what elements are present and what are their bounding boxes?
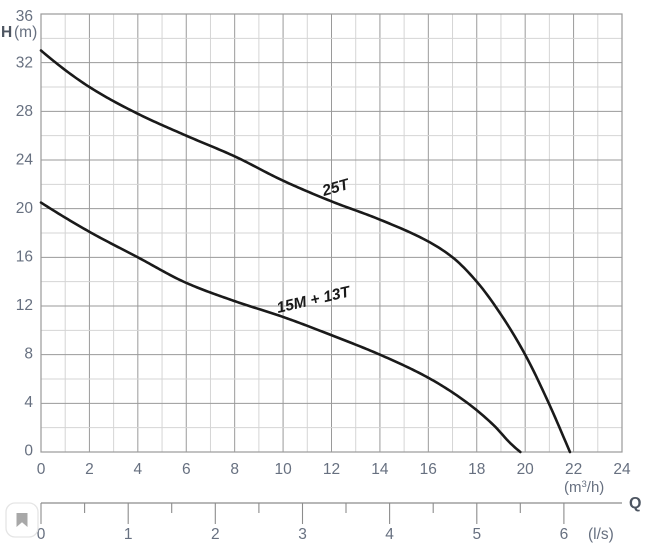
svg-text:(m3/h): (m3/h): [564, 479, 604, 497]
svg-text:16: 16: [16, 249, 33, 266]
svg-text:24: 24: [613, 461, 631, 478]
svg-text:Q: Q: [629, 495, 641, 512]
svg-text:2: 2: [211, 526, 220, 543]
svg-text:28: 28: [16, 103, 33, 120]
svg-text:16: 16: [420, 461, 437, 478]
svg-text:(l/s): (l/s): [588, 526, 614, 543]
svg-text:24: 24: [16, 152, 34, 169]
svg-text:8: 8: [24, 346, 33, 363]
svg-text:22: 22: [565, 461, 582, 478]
svg-text:3: 3: [298, 526, 307, 543]
svg-text:2: 2: [85, 461, 94, 478]
svg-text:6: 6: [560, 526, 569, 543]
svg-text:0: 0: [24, 443, 33, 460]
svg-text:18: 18: [468, 461, 485, 478]
svg-text:36: 36: [16, 8, 33, 25]
svg-text:20: 20: [517, 461, 535, 478]
svg-text:4: 4: [24, 394, 33, 411]
svg-text:5: 5: [472, 526, 481, 543]
svg-text:0: 0: [37, 461, 46, 478]
svg-text:10: 10: [274, 461, 292, 478]
svg-text:20: 20: [16, 200, 34, 217]
svg-text:12: 12: [16, 297, 33, 314]
svg-text:1: 1: [124, 526, 133, 543]
svg-text:6: 6: [182, 461, 191, 478]
svg-text:32: 32: [16, 55, 33, 72]
svg-text:(m): (m): [14, 24, 37, 41]
svg-text:14: 14: [371, 461, 389, 478]
svg-text:15M + 13T: 15M + 13T: [275, 283, 353, 317]
svg-text:4: 4: [385, 526, 394, 543]
svg-text:12: 12: [323, 461, 340, 478]
svg-text:8: 8: [230, 461, 239, 478]
svg-text:H: H: [1, 24, 12, 41]
svg-text:25T: 25T: [319, 176, 352, 200]
svg-text:4: 4: [133, 461, 142, 478]
